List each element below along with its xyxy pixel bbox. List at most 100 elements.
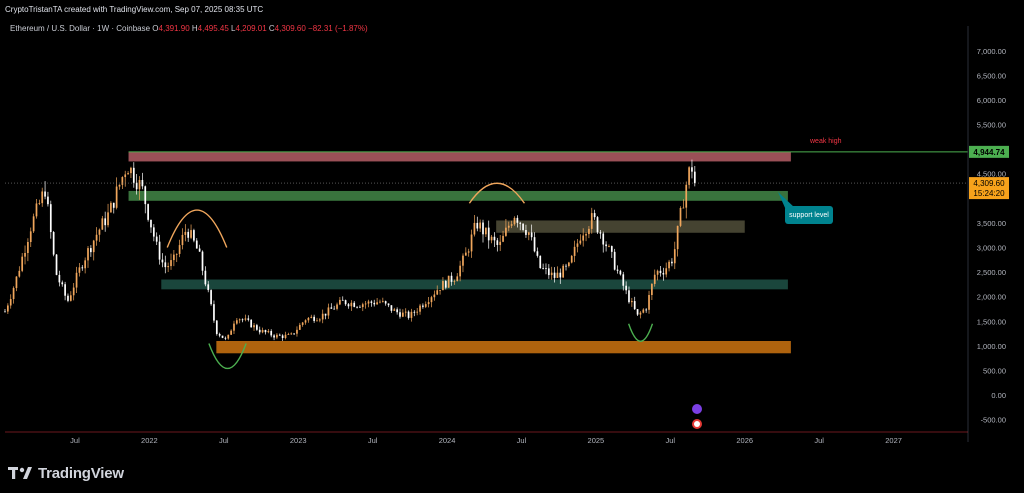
candle-body bbox=[44, 191, 46, 197]
candle-body bbox=[656, 270, 659, 275]
candle-body bbox=[433, 294, 436, 298]
candle-body bbox=[608, 246, 610, 247]
candle-body bbox=[112, 202, 115, 208]
candle-body bbox=[152, 227, 155, 237]
candle-body bbox=[32, 216, 35, 232]
candle-body bbox=[336, 304, 338, 309]
candle-body bbox=[258, 329, 261, 333]
candle-body bbox=[645, 309, 648, 311]
candle-body bbox=[464, 252, 467, 256]
time-tick-label: 2024 bbox=[439, 436, 456, 445]
candle-body bbox=[516, 217, 519, 223]
bottom-arc-2025 bbox=[627, 323, 654, 342]
weak-high-label: weak high bbox=[809, 138, 842, 145]
candle-body bbox=[284, 334, 287, 338]
candle-body bbox=[150, 219, 152, 228]
candle-body bbox=[545, 268, 547, 269]
price-tick-label: 2,500.00 bbox=[977, 268, 1006, 277]
support-callout-pointer bbox=[778, 192, 795, 210]
top-arc-2024 bbox=[468, 182, 526, 204]
candle-body bbox=[210, 290, 212, 305]
candle-body bbox=[447, 275, 450, 288]
candle-body bbox=[404, 311, 407, 313]
candle-body bbox=[525, 229, 527, 235]
candle-body bbox=[290, 333, 293, 335]
candle-body bbox=[47, 196, 49, 205]
candle-body bbox=[633, 301, 636, 310]
candle-body bbox=[98, 229, 101, 235]
candle-body bbox=[281, 335, 284, 338]
candle-body bbox=[485, 227, 487, 235]
candle-body bbox=[296, 329, 298, 334]
orange-support-zone bbox=[216, 340, 791, 354]
publish-caption: CryptoTristanTA created with TradingView… bbox=[5, 5, 264, 14]
candle-body bbox=[9, 299, 12, 306]
low-value: 4,209.01 bbox=[235, 24, 267, 33]
candle-body bbox=[118, 184, 121, 187]
candle-body bbox=[187, 231, 190, 238]
candle-body bbox=[662, 273, 665, 275]
candle-body bbox=[350, 302, 353, 307]
candle-body bbox=[442, 281, 444, 291]
candle-body bbox=[482, 222, 484, 235]
candle-body bbox=[359, 306, 361, 308]
tradingview-branding[interactable]: TradingView bbox=[8, 463, 124, 483]
candle-body bbox=[298, 324, 301, 330]
time-tick-label: 2027 bbox=[885, 436, 902, 445]
price-tick-label: 6,500.00 bbox=[977, 71, 1006, 80]
candle-body bbox=[230, 330, 232, 335]
time-tick-label: 2022 bbox=[141, 436, 158, 445]
candle-body bbox=[439, 290, 441, 291]
candle-body bbox=[361, 304, 364, 308]
candle-body bbox=[75, 272, 78, 288]
open-value: 4,391.90 bbox=[158, 24, 190, 33]
candle-body bbox=[673, 249, 676, 264]
candle-body bbox=[651, 283, 653, 296]
candle-body bbox=[330, 307, 333, 309]
candle-body bbox=[339, 299, 341, 305]
price-tick-label: 1,000.00 bbox=[977, 342, 1006, 351]
candle-body bbox=[241, 319, 244, 321]
price-tick-label: 4,500.00 bbox=[977, 170, 1006, 179]
candle-body bbox=[81, 267, 84, 269]
candle-body bbox=[590, 213, 593, 229]
candle-body bbox=[101, 218, 104, 230]
candle-body bbox=[144, 186, 147, 205]
candle-body bbox=[565, 265, 567, 267]
candle-body bbox=[639, 312, 642, 315]
bottom-arc-2022 bbox=[208, 343, 247, 370]
candle-body bbox=[679, 207, 682, 226]
candle-body bbox=[333, 308, 336, 310]
candle-body bbox=[69, 295, 72, 301]
candle-body bbox=[92, 240, 95, 253]
candle-body bbox=[562, 265, 565, 278]
candle-body bbox=[221, 335, 224, 338]
candle-body bbox=[450, 275, 453, 282]
candle-body bbox=[227, 334, 230, 339]
candle-body bbox=[318, 319, 321, 321]
candle-body bbox=[104, 218, 107, 226]
candle-body bbox=[473, 222, 476, 235]
support-callout-box bbox=[785, 206, 833, 224]
candle-body bbox=[527, 232, 530, 235]
candle-body bbox=[270, 331, 273, 336]
candle-body bbox=[610, 246, 613, 252]
candle-body bbox=[536, 251, 539, 256]
candle-body bbox=[659, 270, 662, 274]
candle-body bbox=[95, 234, 98, 241]
price-tick-label: 3,500.00 bbox=[977, 219, 1006, 228]
candle-body bbox=[507, 225, 510, 228]
candle-body bbox=[364, 303, 367, 305]
candle-body bbox=[605, 244, 607, 247]
candle-body bbox=[304, 320, 307, 323]
candle-body bbox=[235, 320, 238, 324]
candle-body bbox=[390, 305, 393, 311]
candle-body bbox=[264, 330, 267, 333]
time-tick-label: Jul bbox=[666, 436, 676, 445]
candle-body bbox=[316, 320, 318, 322]
candle-body bbox=[399, 312, 401, 317]
candle-body bbox=[287, 334, 290, 335]
candle-body bbox=[90, 248, 92, 253]
time-tick-label: Jul bbox=[368, 436, 378, 445]
